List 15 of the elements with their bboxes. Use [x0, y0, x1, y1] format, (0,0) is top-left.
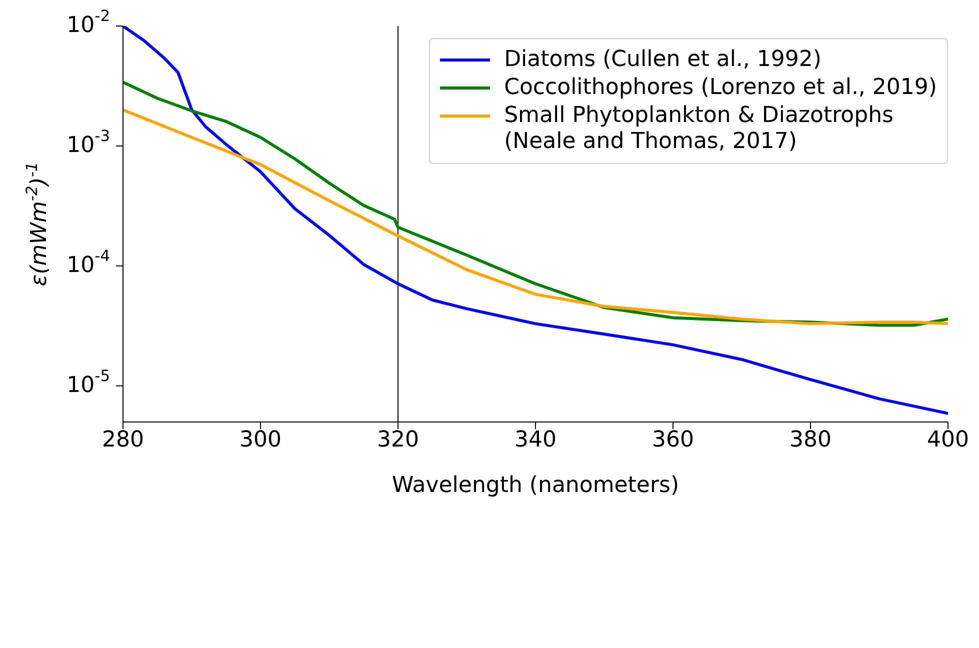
x-tick-label: 360 — [652, 428, 694, 453]
x-tick-label: 400 — [927, 428, 969, 453]
legend-label: Small Phytoplankton & Diazotrophs (Neale and Thomas, 2017) — [504, 103, 894, 155]
legend-label: Diatoms (Cullen et al., 1992) — [504, 47, 822, 73]
x-tick-label: 280 — [102, 428, 144, 453]
y-tick-label: 10$^{-3}$ — [66, 127, 110, 158]
legend-label: Coccolithophores (Lorenzo et al., 2019) — [504, 75, 937, 101]
x-tick-label: 300 — [240, 428, 282, 453]
x-axis-title: Wavelength (nanometers) — [392, 473, 680, 498]
y-tick-label: 10$^{-4}$ — [66, 247, 110, 278]
x-tick-label: 380 — [790, 428, 832, 453]
x-tick-label: 320 — [377, 428, 419, 453]
y-tick-label: 10$^{-5}$ — [66, 367, 110, 398]
y-tick-label: 10$^{-2}$ — [66, 7, 110, 38]
x-tick-label: 340 — [514, 428, 556, 453]
